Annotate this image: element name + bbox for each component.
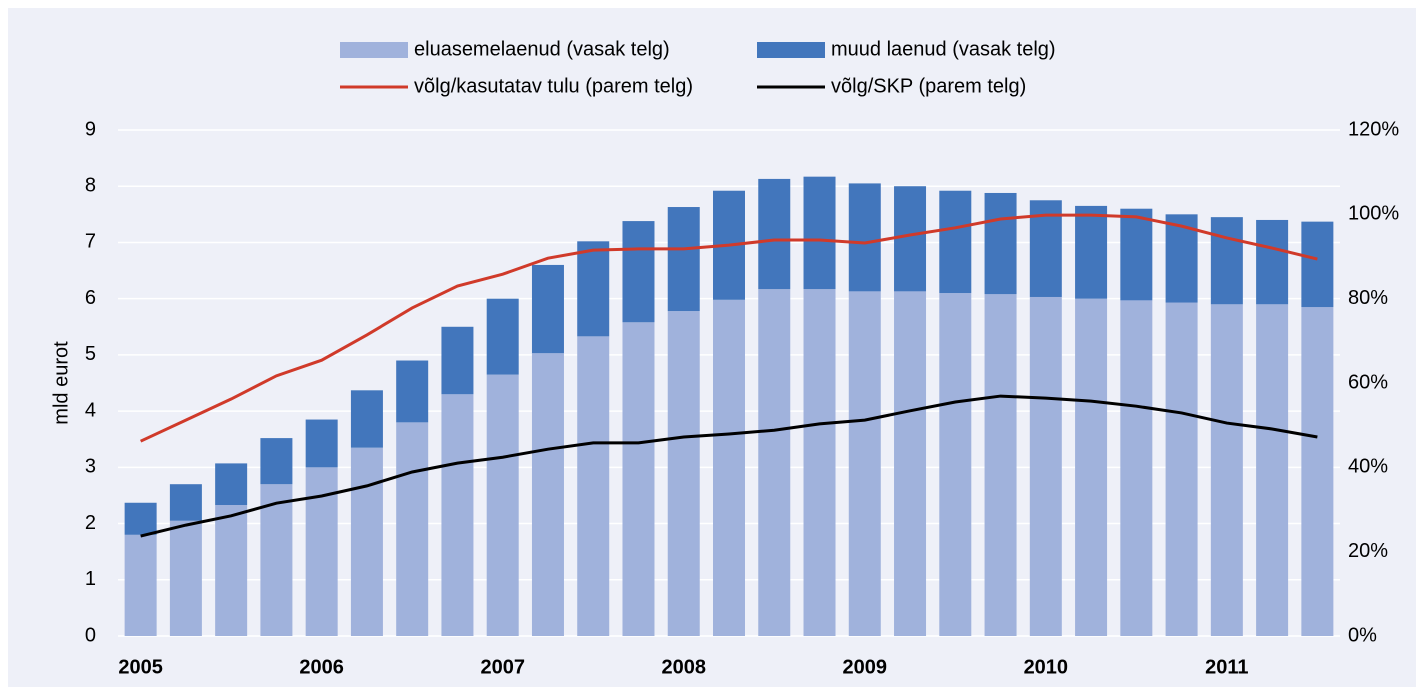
- bar: [1075, 205, 1108, 299]
- bar: [667, 207, 700, 312]
- line: [140, 394, 1318, 538]
- bar: [350, 447, 383, 636]
- bar: [1256, 304, 1289, 636]
- bar: [350, 390, 383, 448]
- bar: [124, 502, 157, 535]
- bar: [215, 505, 248, 636]
- y-tick-label: 4: [85, 399, 96, 421]
- bar: [1120, 300, 1153, 636]
- y-tick-label: 2: [85, 512, 96, 534]
- bar: [848, 291, 881, 636]
- bar: [894, 186, 927, 292]
- bar: [169, 484, 202, 521]
- bar: [215, 463, 248, 506]
- bar: [894, 291, 927, 636]
- bar: [622, 221, 655, 323]
- bar: [396, 360, 429, 423]
- legend-label: võlg/kasutatav tulu (parem telg): [414, 75, 693, 97]
- bar: [577, 336, 610, 636]
- y-tick-label: 5: [85, 343, 96, 365]
- y-tick-label: 6: [85, 287, 96, 309]
- bar: [1075, 298, 1108, 636]
- y2-tick-label: 20%: [1348, 540, 1388, 562]
- bar: [803, 176, 836, 290]
- x-tick-label: 2010: [1024, 656, 1069, 678]
- bar: [1210, 217, 1243, 305]
- bar: [713, 299, 745, 636]
- y-tick-label: 8: [85, 175, 96, 197]
- bar: [1120, 208, 1153, 301]
- y-tick-label: 0: [85, 624, 96, 646]
- bar: [1165, 302, 1198, 636]
- bar: [984, 192, 1017, 295]
- y2-tick-label: 120%: [1348, 118, 1399, 140]
- bar: [939, 293, 972, 636]
- legend-label: muud laenud (vasak telg): [831, 38, 1056, 60]
- y-tick-label: 3: [85, 456, 96, 478]
- line: [139, 213, 1318, 443]
- legend-label: eluasemelaenud (vasak telg): [414, 38, 670, 60]
- legend-swatch: [757, 42, 825, 58]
- bar: [1210, 304, 1243, 636]
- y2-tick-label: 0%: [1348, 624, 1377, 646]
- x-tick-label: 2007: [480, 656, 525, 678]
- bar: [486, 374, 519, 636]
- x-tick-label: 2005: [118, 656, 163, 678]
- bar: [758, 178, 791, 290]
- bar: [577, 241, 610, 337]
- bar: [169, 520, 202, 636]
- bar: [486, 298, 519, 375]
- bar: [396, 422, 429, 636]
- x-tick-label: 2006: [299, 656, 344, 678]
- bar: [305, 419, 338, 468]
- x-tick-label: 2009: [843, 656, 888, 678]
- bar: [441, 326, 474, 395]
- x-tick-label: 2008: [661, 656, 706, 678]
- bar: [1029, 296, 1062, 636]
- bar: [803, 289, 836, 636]
- x-tick-label: 2011: [1205, 656, 1248, 678]
- y2-tick-label: 60%: [1348, 371, 1388, 393]
- bar: [984, 294, 1017, 636]
- y2-tick-label: 40%: [1348, 456, 1388, 478]
- bar: [1256, 219, 1289, 305]
- y-tick-label: 1: [85, 568, 96, 590]
- bar: [758, 289, 791, 636]
- bar: [124, 534, 157, 636]
- y-tick-label: 7: [85, 231, 96, 253]
- bar: [1301, 307, 1334, 636]
- y-tick-label: 9: [85, 118, 96, 140]
- legend-swatch: [340, 42, 408, 58]
- bar: [260, 484, 293, 636]
- bar: [848, 183, 881, 292]
- y-axis-label: mld eurot: [50, 341, 72, 425]
- legend-label: võlg/SKP (parem telg): [831, 75, 1026, 97]
- bar: [939, 190, 972, 294]
- y2-tick-label: 100%: [1348, 203, 1399, 225]
- bar: [1301, 221, 1334, 308]
- bar: [260, 438, 293, 485]
- bar: [441, 394, 474, 636]
- bar: [667, 311, 700, 636]
- bar: [531, 264, 564, 354]
- y2-tick-label: 80%: [1348, 287, 1388, 309]
- bar: [622, 322, 655, 636]
- bar: [531, 353, 564, 636]
